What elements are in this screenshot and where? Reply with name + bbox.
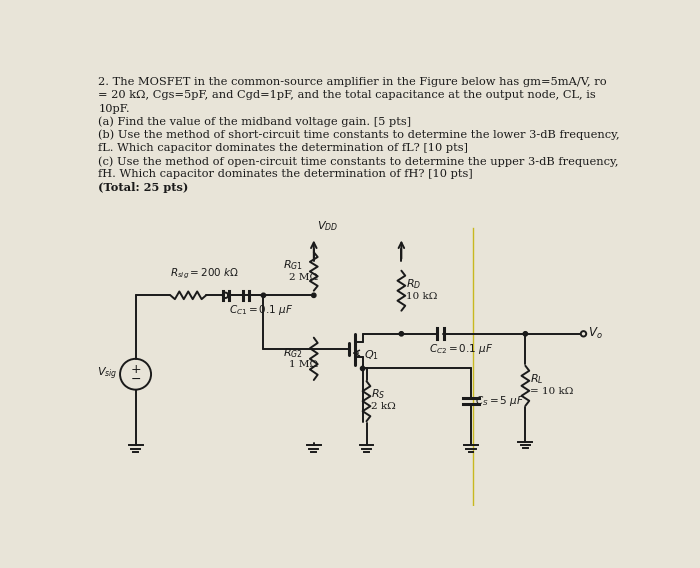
Text: 10 kΩ: 10 kΩ <box>406 291 438 300</box>
Text: fH. Which capacitor dominates the determination of fH? [10 pts]: fH. Which capacitor dominates the determ… <box>98 169 473 179</box>
Text: 1 MΩ: 1 MΩ <box>289 361 318 370</box>
Text: $C_{C1}=0.1\ \mu F$: $C_{C1}=0.1\ \mu F$ <box>230 303 294 317</box>
Text: $R_{sig}=200\ k\Omega$: $R_{sig}=200\ k\Omega$ <box>170 267 239 282</box>
Circle shape <box>261 293 265 298</box>
Text: = 10 kΩ: = 10 kΩ <box>530 387 573 396</box>
Text: $R_L$: $R_L$ <box>530 372 544 386</box>
Text: fL. Which capacitor dominates the determination of fL? [10 pts]: fL. Which capacitor dominates the determ… <box>98 143 468 153</box>
Text: (c) Use the method of open-circuit time constants to determine the upper 3-dB fr: (c) Use the method of open-circuit time … <box>98 156 619 166</box>
Text: (b) Use the method of short-circuit time constants to determine the lower 3-dB f: (b) Use the method of short-circuit time… <box>98 130 620 140</box>
Circle shape <box>360 366 365 370</box>
Text: 2 kΩ: 2 kΩ <box>371 402 396 411</box>
Circle shape <box>399 332 403 336</box>
Text: 2 MΩ: 2 MΩ <box>289 273 318 282</box>
Circle shape <box>312 293 316 298</box>
Text: $R_{G2}$: $R_{G2}$ <box>283 346 302 360</box>
Text: $C_{C2}=0.1\ \mu F$: $C_{C2}=0.1\ \mu F$ <box>429 341 493 356</box>
Text: 10pF.: 10pF. <box>98 103 130 114</box>
Text: (a) Find the value of the midband voltage gain. [5 pts]: (a) Find the value of the midband voltag… <box>98 116 412 127</box>
Text: $V_{DD}$: $V_{DD}$ <box>317 219 338 233</box>
Text: = 20 kΩ, Cgs=5pF, and Cgd=1pF, and the total capacitance at the output node, CL,: = 20 kΩ, Cgs=5pF, and Cgd=1pF, and the t… <box>98 90 596 101</box>
Text: +: + <box>130 363 141 376</box>
Text: −: − <box>130 373 141 386</box>
Circle shape <box>523 332 528 336</box>
Text: $V_o$: $V_o$ <box>588 326 603 341</box>
Text: $R_S$: $R_S$ <box>371 387 386 401</box>
Text: 2. The MOSFET in the common-source amplifier in the Figure below has gm=5mA/V, r: 2. The MOSFET in the common-source ampli… <box>98 77 607 87</box>
Text: $R_D$: $R_D$ <box>406 277 421 291</box>
Text: $Q_1$: $Q_1$ <box>364 349 379 362</box>
Text: $V_{sig}$: $V_{sig}$ <box>97 366 118 382</box>
Text: $R_{G1}$: $R_{G1}$ <box>283 258 303 272</box>
Text: $C_S=5\ \mu F$: $C_S=5\ \mu F$ <box>475 394 524 408</box>
Text: (Total: 25 pts): (Total: 25 pts) <box>98 182 189 193</box>
